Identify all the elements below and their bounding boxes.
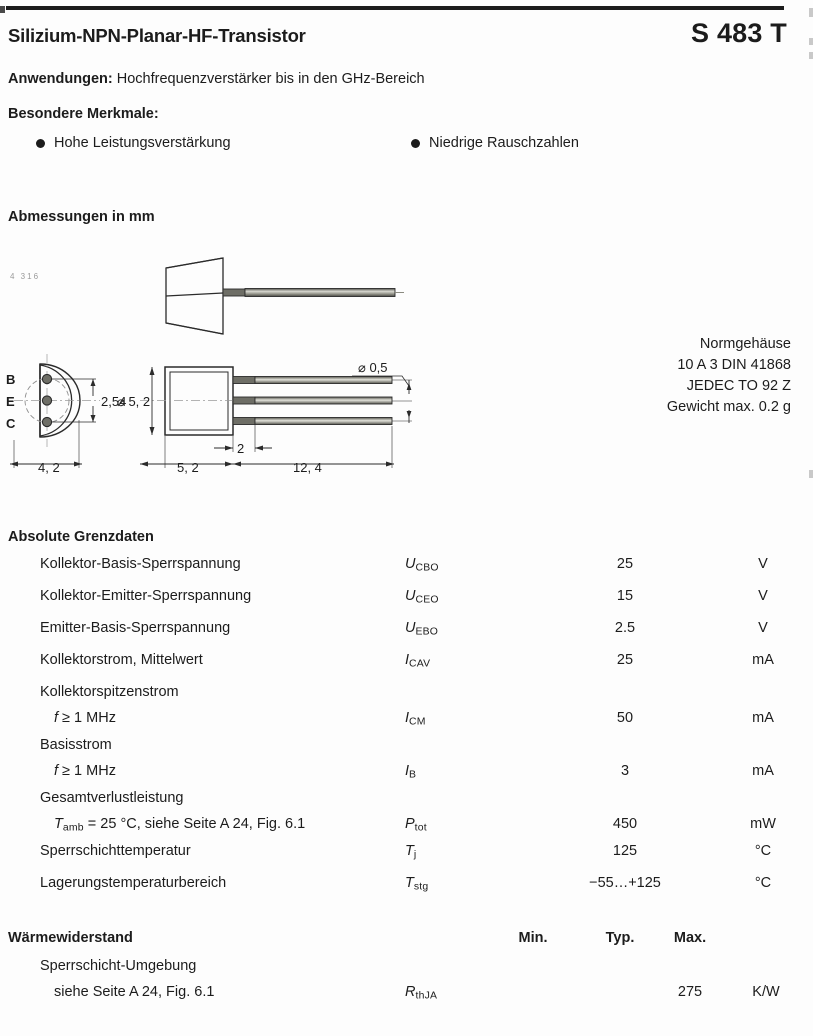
parameter-value: 15 [616, 588, 634, 604]
column-header-max: Max. [673, 930, 707, 946]
parameter-unit: °C [754, 843, 772, 859]
features-heading: Besondere Merkmale: [8, 106, 159, 122]
parameter-name: Lagerungstemperaturbereich [40, 875, 227, 891]
dim-body-width-front: 4, 2 [38, 460, 60, 475]
applications-text: Hochfrequenzverstärker bis in den GHz-Be… [116, 71, 425, 87]
package-note: Normgehäuse 10 A 3 DIN 41868 JEDEC TO 92… [667, 334, 791, 418]
parameter-condition: f ≥ 1 MHz [54, 763, 116, 779]
parameter-value: 25 [616, 652, 634, 668]
parameter-value: 50 [616, 710, 634, 726]
parameter-condition: Tamb = 25 °C, siehe Seite A 24, Fig. 6.1 [54, 816, 306, 834]
page-edge-artifact [809, 38, 813, 45]
parameter-condition: f ≥ 1 MHz [54, 710, 116, 726]
column-header-typ: Typ. [605, 930, 635, 946]
dim-pitch: 2,54 [101, 394, 126, 409]
page-edge-artifact [809, 52, 813, 59]
table-row: Kollektor-Basis-Sperrspannung UCBO 25 V [0, 556, 813, 588]
feature-item: Niedrige Rauschzahlen [411, 135, 579, 151]
thermal-heading: Wärmewiderstand [8, 930, 133, 946]
table-row: Kollektorstrom, Mittelwert ICAV 25 mA [0, 652, 813, 684]
parameter-name: Kollektorspitzenstrom f ≥ 1 MHz [40, 684, 179, 726]
dim-lead-diameter: ⌀ 0,5 [358, 360, 388, 375]
plate-mark: 4 316 [10, 272, 41, 281]
parameter-symbol: UCEO [405, 588, 439, 606]
ratings-heading: Absolute Grenzdaten [8, 529, 154, 545]
package-note-line: JEDEC TO 92 Z [686, 378, 791, 394]
applications-line: Anwendungen: Hochfrequenzverstärker bis … [8, 71, 425, 87]
parameter-name: Gesamtverlustleistung Tamb = 25 °C, sieh… [40, 790, 305, 836]
parameter-unit: mA [752, 763, 774, 779]
parameter-value: 2.5 [614, 620, 636, 636]
parameter-condition: siehe Seite A 24, Fig. 6.1 [54, 984, 215, 1000]
page-edge-artifact-left [0, 6, 5, 13]
parameter-symbol: RthJA [405, 984, 438, 1002]
feature-label: Hohe Leistungsverstärkung [54, 135, 231, 151]
page-title: Silizium-NPN-Planar-HF-Transistor [8, 25, 306, 46]
parameter-name: Kollektor-Basis-Sperrspannung [40, 556, 241, 572]
parameter-value: 125 [612, 843, 638, 859]
parameter-value: 25 [616, 556, 634, 572]
parameter-name: Sperrschicht-Umgebung siehe Seite A 24, … [40, 958, 215, 1000]
bullet-icon [36, 138, 45, 148]
parameter-symbol: UEBO [405, 620, 439, 638]
dim-lead-gap: 2 [237, 441, 244, 456]
parameter-value-max: 275 [677, 984, 703, 1000]
dim-lead-length: 12, 4 [293, 460, 322, 475]
table-row: Lagerungstemperaturbereich Tstg −55…+125… [0, 875, 813, 907]
parameter-unit: V [758, 588, 768, 604]
dimensions-heading: Abmessungen in mm [8, 209, 155, 225]
parameter-unit: K/W [752, 984, 780, 1000]
parameter-unit: V [758, 620, 768, 636]
parameter-unit: mW [750, 816, 776, 832]
parameter-unit: °C [754, 875, 772, 891]
header-divider [6, 6, 784, 10]
ratings-table: Kollektor-Basis-Sperrspannung UCBO 25 V … [0, 556, 813, 907]
parameter-unit: mA [752, 710, 774, 726]
parameter-unit: mA [752, 652, 774, 668]
parameter-unit: V [758, 556, 768, 572]
table-row: Gesamtverlustleistung Tamb = 25 °C, sieh… [0, 790, 813, 843]
part-number: S 483 T [691, 18, 787, 48]
bullet-icon [411, 138, 420, 148]
table-row: Kollektorspitzenstrom f ≥ 1 MHz ICM 50 m… [0, 684, 813, 737]
page-edge-artifact [809, 8, 813, 17]
dim-body-length: 5, 2 [177, 460, 199, 475]
applications-label: Anwendungen: [8, 71, 113, 87]
parameter-name: Kollektorstrom, Mittelwert [40, 652, 203, 668]
feature-label: Niedrige Rauschzahlen [429, 135, 579, 151]
parameter-name: Emitter-Basis-Sperrspannung [40, 620, 231, 636]
feature-item: Hohe Leistungsverstärkung [36, 135, 231, 151]
dim-body-diameter: ⌀ 5, 2 [117, 394, 150, 409]
parameter-symbol: ICM [405, 710, 426, 728]
parameter-name: Basisstrom f ≥ 1 MHz [40, 737, 116, 779]
table-row: Sperrschicht-Umgebung siehe Seite A 24, … [0, 958, 813, 1011]
table-row: Basisstrom f ≥ 1 MHz IB 3 mA [0, 737, 813, 790]
parameter-symbol: Tj [405, 843, 417, 861]
package-note-line: 10 A 3 DIN 41868 [677, 357, 791, 373]
package-outline-drawing: B E C 2,54 4, 2 ⌀ 5, 2 5, 2 2 12, 4 ⌀ 0,… [6, 257, 412, 475]
parameter-value: −55…+125 [589, 875, 661, 891]
package-note-line: Normgehäuse [699, 336, 791, 352]
page-edge-artifact [809, 470, 813, 478]
parameter-symbol: Tstg [405, 875, 429, 893]
pin-label-b: B [6, 372, 15, 387]
table-row: Kollektor-Emitter-Sperrspannung UCEO 15 … [0, 588, 813, 620]
parameter-name: Sperrschichttemperatur [40, 843, 191, 859]
parameter-value: 3 [620, 763, 630, 779]
package-note-line: Gewicht max. 0.2 g [666, 399, 791, 415]
table-row: Sperrschichttemperatur Tj 125 °C [0, 843, 813, 875]
parameter-value: 450 [612, 816, 638, 832]
column-header-min: Min. [518, 930, 548, 946]
parameter-name: Kollektor-Emitter-Sperrspannung [40, 588, 252, 604]
parameter-symbol: ICAV [405, 652, 431, 670]
table-row: Emitter-Basis-Sperrspannung UEBO 2.5 V [0, 620, 813, 652]
pin-label-c: C [6, 416, 16, 431]
thermal-table: Sperrschicht-Umgebung siehe Seite A 24, … [0, 958, 813, 1011]
parameter-symbol: UCBO [405, 556, 439, 574]
parameter-symbol: IB [405, 763, 417, 781]
parameter-symbol: Ptot [405, 816, 427, 834]
pin-label-e: E [6, 394, 15, 409]
